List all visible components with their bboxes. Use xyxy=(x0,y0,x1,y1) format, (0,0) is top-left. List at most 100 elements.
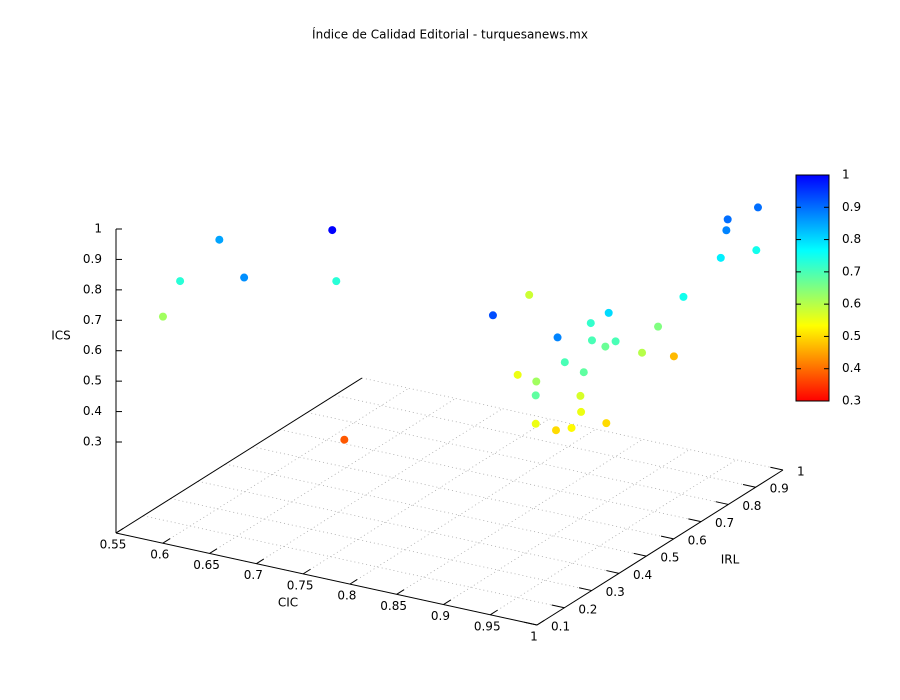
colorbar-tick-label: 0.9 xyxy=(842,200,861,214)
y-tick-label: 0.1 xyxy=(551,620,570,634)
point xyxy=(531,419,540,428)
point xyxy=(601,342,610,351)
point xyxy=(752,246,761,255)
x-tick xyxy=(162,538,171,544)
x-tick xyxy=(256,558,264,565)
grid-line xyxy=(209,398,456,554)
point xyxy=(158,312,167,321)
x-tick xyxy=(396,589,405,595)
x-tick xyxy=(302,568,311,575)
y-tick-label: 0.6 xyxy=(688,533,707,547)
y-tick xyxy=(551,604,565,609)
y-tick-label: 0.4 xyxy=(633,568,652,582)
grid-line xyxy=(349,428,597,585)
colorbar-tick-label: 0.5 xyxy=(842,329,861,343)
point xyxy=(531,391,540,400)
y-tick xyxy=(770,466,784,471)
y-axis-title: IRL xyxy=(721,553,740,567)
point xyxy=(577,407,586,416)
point xyxy=(340,435,349,444)
point xyxy=(576,391,585,400)
x-tick-label: 0.95 xyxy=(474,619,501,633)
colorbar xyxy=(795,174,830,402)
point xyxy=(602,419,611,428)
y-tick-label: 0.5 xyxy=(660,551,679,565)
point xyxy=(332,277,341,286)
point xyxy=(679,292,688,301)
colorbar-tick-label: 0.3 xyxy=(842,394,861,408)
point xyxy=(525,290,534,299)
grid-line xyxy=(443,449,690,605)
point xyxy=(579,368,588,377)
x-tick xyxy=(349,579,358,585)
point xyxy=(552,426,560,435)
point xyxy=(215,235,224,244)
grid-line xyxy=(490,459,737,616)
grid-line xyxy=(334,394,756,488)
y-tick xyxy=(742,483,756,488)
y-tick xyxy=(578,587,592,592)
grid-line xyxy=(396,438,643,595)
point xyxy=(560,358,569,367)
x-tick-label: 0.75 xyxy=(287,578,314,592)
x-tick-label: 0.9 xyxy=(431,609,450,623)
point xyxy=(488,311,497,320)
point xyxy=(176,277,185,286)
y-tick-label: 1 xyxy=(797,465,805,479)
point xyxy=(328,226,337,235)
point xyxy=(553,333,562,342)
point xyxy=(716,253,725,262)
x-tick-label: 0.6 xyxy=(150,548,169,562)
point xyxy=(604,308,613,317)
y-tick xyxy=(688,518,702,523)
x-tick-label: 0.8 xyxy=(337,589,356,603)
point xyxy=(513,370,522,379)
point xyxy=(567,423,576,432)
colorbar-tick-label: 1 xyxy=(842,168,850,182)
point xyxy=(753,203,762,212)
point xyxy=(654,322,663,331)
colorbar-tick-label: 0.4 xyxy=(842,361,861,375)
back-edge xyxy=(115,377,363,534)
point xyxy=(722,226,731,235)
y-tick-label: 0.8 xyxy=(742,499,761,513)
x-tick-label: 0.85 xyxy=(380,599,407,613)
x-tick xyxy=(209,548,218,554)
x-tick-label: 0.65 xyxy=(193,558,220,572)
colorbar-tick-label: 0.7 xyxy=(842,264,861,278)
grid-line xyxy=(252,446,674,540)
grid-line xyxy=(170,498,592,591)
x-tick xyxy=(443,599,452,605)
x-tick-label: 0.55 xyxy=(100,538,127,552)
grid-line xyxy=(225,463,647,557)
point xyxy=(240,273,249,282)
y-tick xyxy=(606,570,620,574)
z-tick-label: 0.8 xyxy=(83,282,102,296)
z-tick-label: 0.3 xyxy=(83,435,102,449)
colorbar-tick-label: 0.6 xyxy=(842,297,861,311)
grid-line xyxy=(162,387,409,544)
y-axis xyxy=(536,469,784,626)
point xyxy=(611,337,620,346)
x-tick xyxy=(489,609,498,616)
z-axis-title: ICS xyxy=(51,329,71,343)
z-tick-label: 0.6 xyxy=(83,343,102,357)
chart-title: Índice de Calidad Editorial - turquesane… xyxy=(312,27,588,42)
z-tick-label: 0.4 xyxy=(83,404,102,418)
y-tick xyxy=(660,535,674,540)
grid-line xyxy=(256,408,503,565)
grid-line xyxy=(307,412,729,505)
z-tick-label: 0.7 xyxy=(83,313,102,327)
x-tick-label: 1 xyxy=(530,630,538,644)
point xyxy=(638,348,647,357)
colorbar-tick-label: 0.8 xyxy=(842,232,861,246)
y-tick-label: 0.2 xyxy=(578,602,597,616)
grid-line xyxy=(361,377,784,471)
point xyxy=(587,336,596,345)
x-axis-title: CIC xyxy=(278,596,298,610)
x-axis xyxy=(115,532,538,626)
point xyxy=(723,215,732,224)
point xyxy=(532,377,541,386)
y-tick xyxy=(633,552,647,557)
